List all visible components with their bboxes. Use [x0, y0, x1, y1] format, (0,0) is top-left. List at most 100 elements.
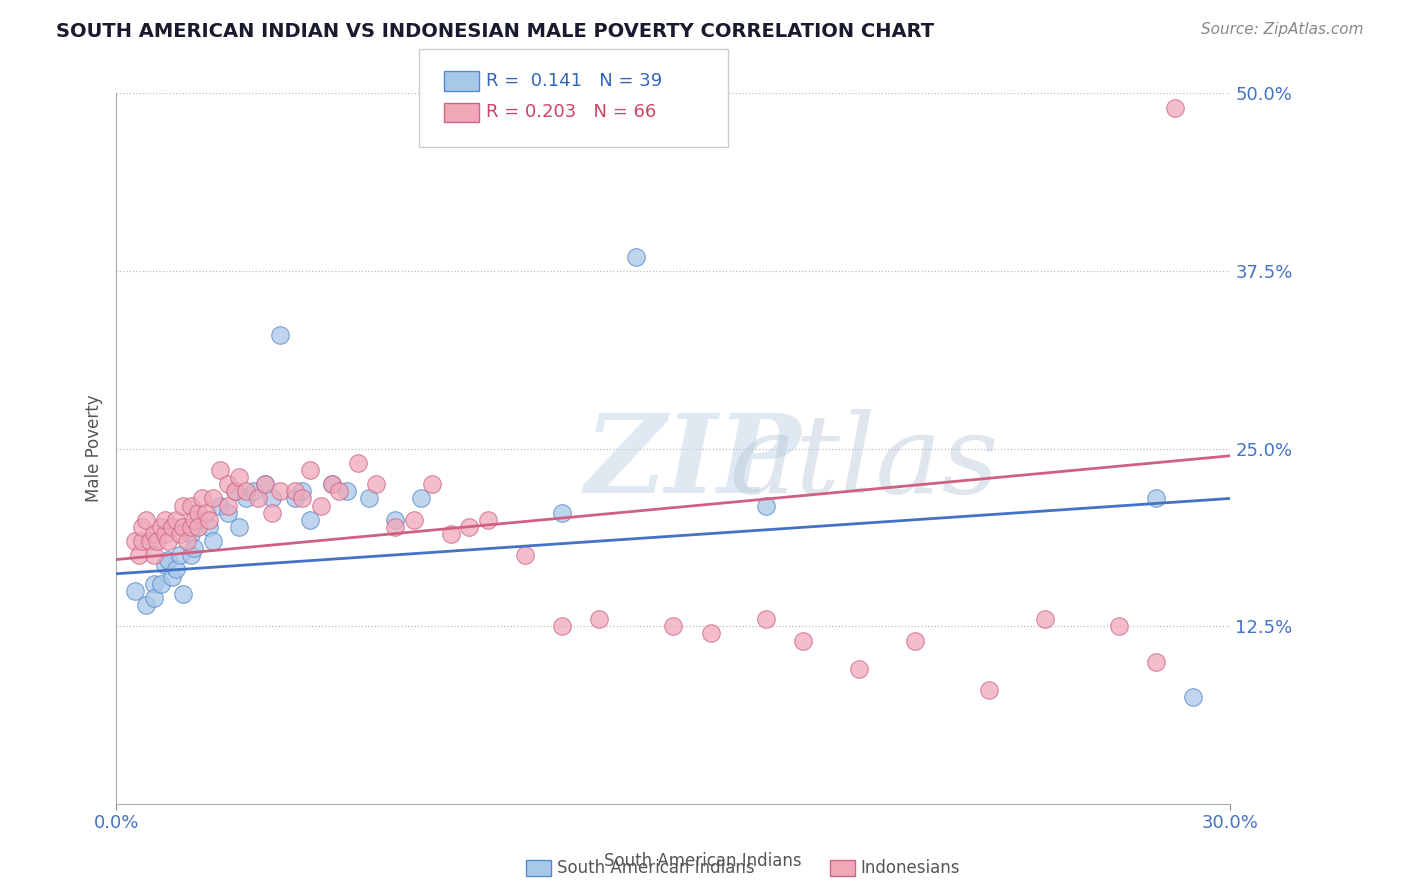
- Point: [228, 520, 250, 534]
- Text: R = 0.203   N = 66: R = 0.203 N = 66: [486, 103, 657, 121]
- Point: [235, 484, 257, 499]
- Point: [124, 583, 146, 598]
- Text: ZIP: ZIP: [585, 409, 801, 516]
- Point: [183, 541, 205, 556]
- Point: [699, 626, 721, 640]
- Point: [187, 506, 209, 520]
- Point: [172, 499, 194, 513]
- Point: [187, 513, 209, 527]
- Point: [142, 548, 165, 562]
- Point: [253, 477, 276, 491]
- Point: [180, 520, 202, 534]
- Point: [626, 250, 648, 264]
- Point: [169, 548, 191, 562]
- Point: [262, 506, 284, 520]
- Point: [291, 484, 314, 499]
- Text: Source: ZipAtlas.com: Source: ZipAtlas.com: [1201, 22, 1364, 37]
- Point: [755, 499, 778, 513]
- Text: South American Indians: South American Indians: [557, 859, 755, 877]
- Point: [1033, 612, 1056, 626]
- Point: [187, 520, 209, 534]
- Point: [169, 527, 191, 541]
- Point: [160, 569, 183, 583]
- Point: [202, 534, 225, 549]
- Point: [1163, 101, 1185, 115]
- Text: Indonesians: Indonesians: [860, 859, 960, 877]
- Point: [284, 491, 307, 506]
- Point: [298, 463, 321, 477]
- Point: [402, 513, 425, 527]
- Point: [253, 477, 276, 491]
- Point: [269, 484, 291, 499]
- Point: [202, 491, 225, 506]
- Point: [160, 520, 183, 534]
- Point: [284, 484, 307, 499]
- Point: [328, 484, 350, 499]
- Point: [135, 598, 157, 612]
- Point: [336, 484, 359, 499]
- Point: [347, 456, 370, 470]
- Y-axis label: Male Poverty: Male Poverty: [86, 395, 103, 502]
- Point: [357, 491, 380, 506]
- Text: South American Indians: South American Indians: [605, 852, 801, 870]
- Point: [755, 612, 778, 626]
- Point: [1144, 655, 1167, 669]
- Text: atlas: atlas: [730, 409, 998, 516]
- Point: [124, 534, 146, 549]
- Point: [321, 477, 343, 491]
- Point: [262, 491, 284, 506]
- Point: [150, 576, 173, 591]
- Point: [191, 491, 214, 506]
- Point: [128, 548, 150, 562]
- Point: [1108, 619, 1130, 633]
- Point: [172, 587, 194, 601]
- Text: SOUTH AMERICAN INDIAN VS INDONESIAN MALE POVERTY CORRELATION CHART: SOUTH AMERICAN INDIAN VS INDONESIAN MALE…: [56, 22, 935, 41]
- Point: [153, 527, 176, 541]
- Point: [198, 513, 221, 527]
- Point: [146, 534, 169, 549]
- Point: [180, 548, 202, 562]
- Point: [588, 612, 610, 626]
- Point: [142, 591, 165, 605]
- Point: [551, 506, 574, 520]
- Point: [165, 513, 187, 527]
- Point: [420, 477, 443, 491]
- Point: [228, 470, 250, 484]
- Point: [153, 558, 176, 573]
- Text: R =  0.141   N = 39: R = 0.141 N = 39: [486, 72, 662, 90]
- Point: [440, 527, 463, 541]
- Point: [384, 520, 406, 534]
- Point: [321, 477, 343, 491]
- Point: [131, 520, 153, 534]
- Point: [183, 513, 205, 527]
- Point: [366, 477, 388, 491]
- Point: [217, 477, 239, 491]
- Point: [224, 484, 246, 499]
- Point: [1144, 491, 1167, 506]
- Point: [209, 499, 232, 513]
- Point: [662, 619, 685, 633]
- Point: [176, 534, 198, 549]
- Point: [235, 491, 257, 506]
- Point: [142, 576, 165, 591]
- Point: [458, 520, 481, 534]
- Point: [1182, 690, 1205, 705]
- Point: [198, 520, 221, 534]
- Point: [139, 534, 162, 549]
- Point: [142, 527, 165, 541]
- Point: [150, 520, 173, 534]
- Point: [157, 534, 180, 549]
- Point: [209, 463, 232, 477]
- Point: [477, 513, 499, 527]
- Point: [904, 633, 927, 648]
- Point: [172, 520, 194, 534]
- Point: [165, 562, 187, 576]
- Point: [848, 662, 870, 676]
- Point: [551, 619, 574, 633]
- Point: [157, 552, 180, 566]
- Point: [246, 491, 269, 506]
- Point: [409, 491, 432, 506]
- Point: [243, 484, 266, 499]
- Point: [792, 633, 814, 648]
- Point: [135, 513, 157, 527]
